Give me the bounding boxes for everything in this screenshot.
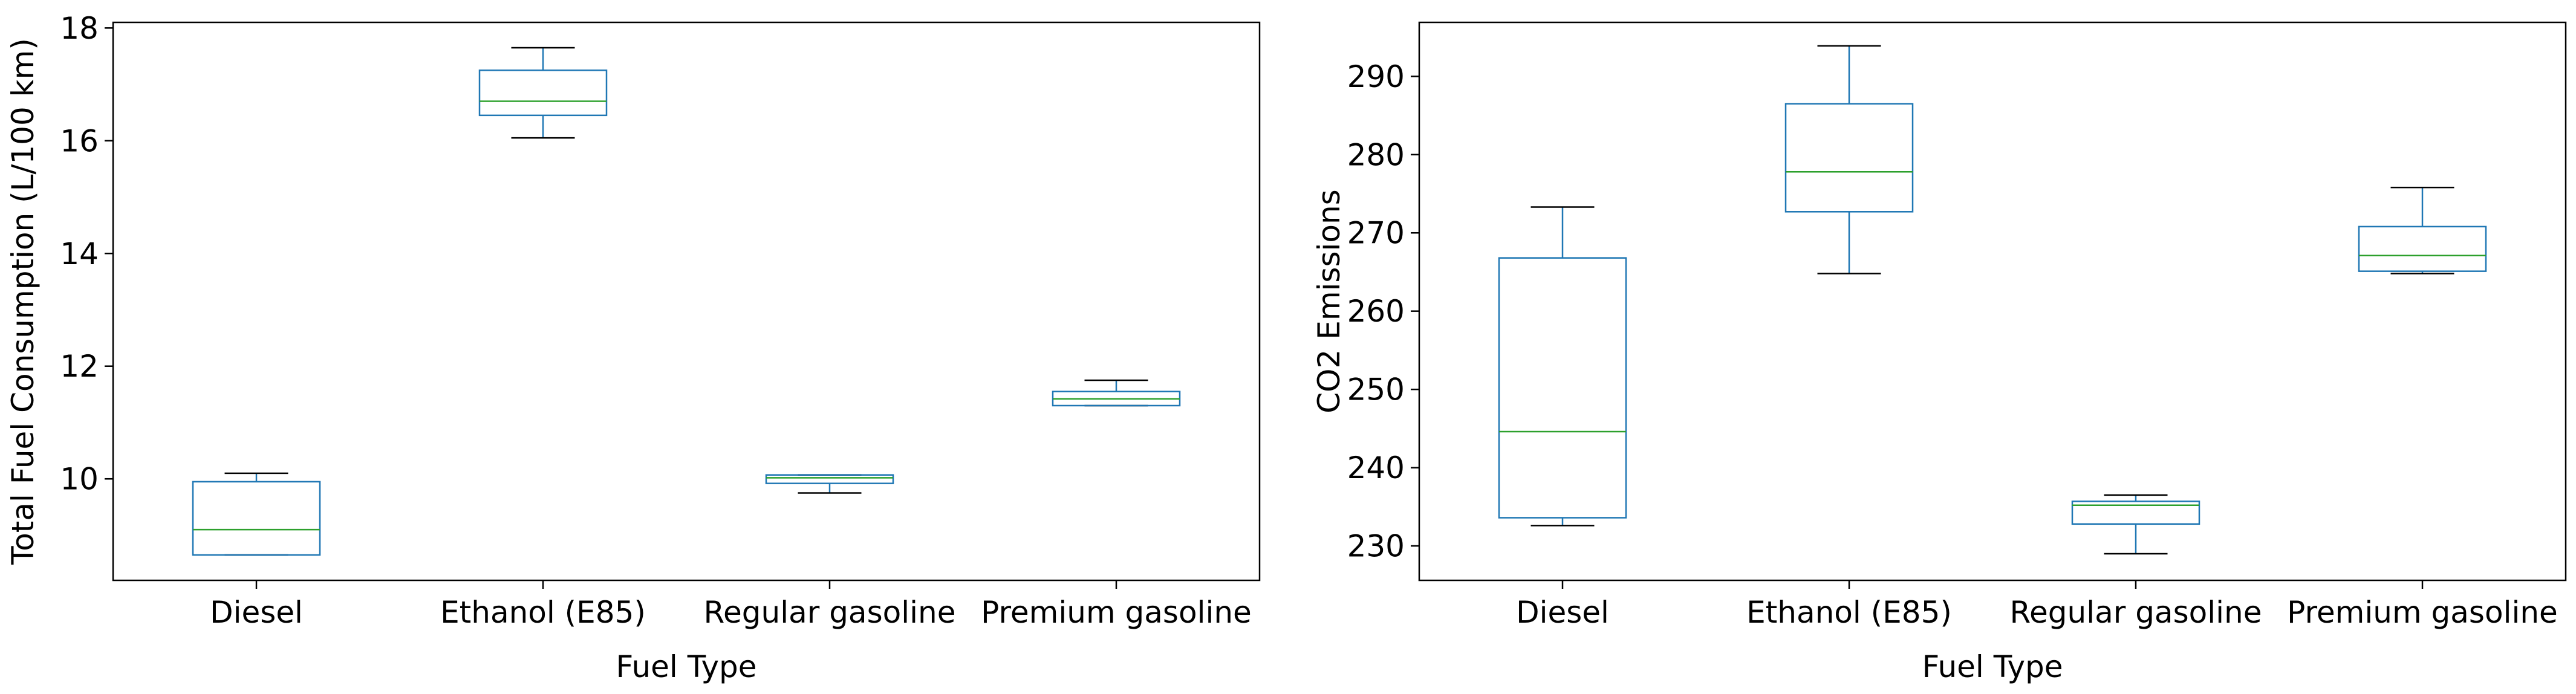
x-axis-label: Fuel Type: [1922, 649, 2063, 684]
iqr-box: [1498, 257, 1627, 519]
box-ethanol-e85: [478, 47, 608, 139]
iqr-box: [478, 69, 608, 117]
fuel-consumption-boxplot: 10 12 14 16 18 Diesel Ethanol (E85) Regular gas…: [5, 11, 1261, 684]
y-tick-label: 260: [1347, 294, 1405, 329]
x-axis-label: Fuel Type: [616, 649, 756, 684]
y-tick-label: 250: [1347, 372, 1405, 407]
iqr-box: [765, 474, 894, 484]
iqr-box: [1784, 103, 1914, 213]
plot-frame: [112, 21, 1261, 582]
plot-frame: [1418, 21, 2567, 582]
iqr-box: [192, 481, 321, 556]
box-diesel: [1498, 206, 1627, 527]
x-tick-label-regular-gasoline: Regular gasoline: [704, 595, 956, 630]
y-tick-label: 240: [1347, 450, 1405, 485]
y-tick-label: 230: [1347, 529, 1405, 564]
co2-emissions-boxplot: 230 240 250 260 270 280 290 Diesel Ethanol (E85)…: [1312, 21, 2567, 684]
y-axis-label: CO2 Emissions: [1312, 189, 1347, 413]
iqr-box: [2358, 225, 2487, 272]
y-tick-label: 270: [1347, 216, 1405, 251]
x-tick-label-premium-gasoline: Premium gasoline: [981, 595, 1252, 630]
box-premium-gasoline: [1052, 379, 1181, 407]
box-regular-gasoline: [765, 474, 894, 494]
y-tick-label: 290: [1347, 59, 1405, 94]
x-tick-label-diesel: Diesel: [1516, 595, 1609, 630]
x-tick-label-ethanol-e85: Ethanol (E85): [1746, 595, 1952, 630]
y-tick-label: 12: [60, 349, 99, 384]
box-ethanol-e85: [1784, 45, 1914, 274]
y-tick-label: 18: [60, 11, 99, 46]
box-premium-gasoline: [2358, 186, 2487, 274]
y-tick-label: 16: [60, 123, 99, 158]
y-tick-label: 14: [60, 236, 99, 271]
y-tick-label: 10: [60, 462, 99, 497]
x-tick-label-diesel: Diesel: [210, 595, 303, 630]
y-tick-label: 280: [1347, 137, 1405, 172]
box-regular-gasoline: [2071, 494, 2200, 555]
x-tick-label-ethanol-e85: Ethanol (E85): [440, 595, 646, 630]
iqr-box: [2071, 501, 2200, 525]
box-diesel: [192, 472, 321, 556]
x-tick-label-premium-gasoline: Premium gasoline: [2287, 595, 2558, 630]
x-tick-label-regular-gasoline: Regular gasoline: [2010, 595, 2262, 630]
y-axis-label: Total Fuel Consumption (L/100 km): [5, 38, 41, 565]
